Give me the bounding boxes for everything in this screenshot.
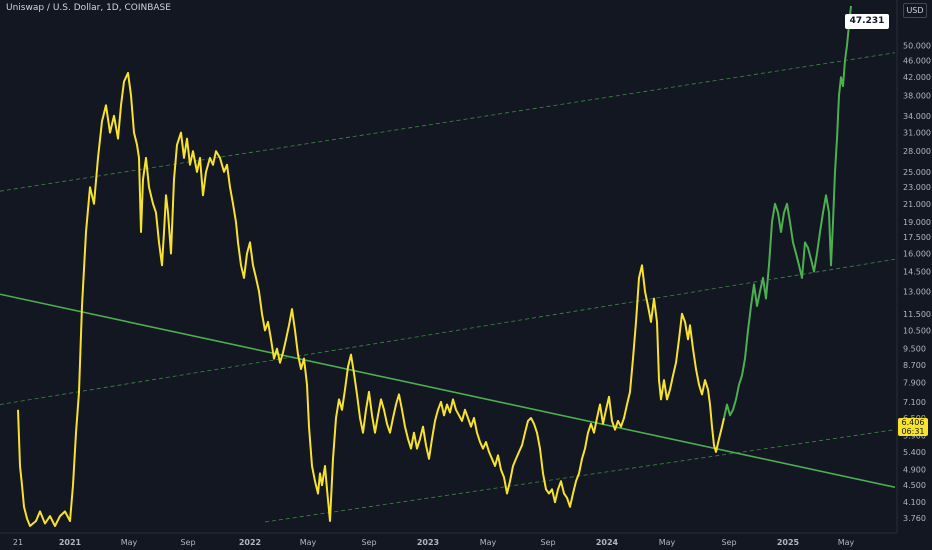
price-line-0 <box>17 71 725 527</box>
y-tick-label-13: 14.500 <box>903 268 931 277</box>
x-tick-label-7: 2023 <box>417 538 439 547</box>
y-tick-label-27: 3.760 <box>903 514 926 523</box>
x-tick-label-4: 2022 <box>239 538 261 547</box>
y-tick-label-14: 13.000 <box>903 287 931 296</box>
y-tick-label-16: 10.500 <box>903 326 931 335</box>
y-tick-label-24: 4.900 <box>903 466 926 475</box>
y-tick-label-15: 11.500 <box>903 310 931 319</box>
y-tick-label-7: 25.000 <box>903 168 931 177</box>
x-tick-label-0: 21 <box>13 538 23 547</box>
y-tick-label-25: 4.500 <box>903 481 926 490</box>
chart-title: Uniswap / U.S. Dollar, 1D, COINBASE <box>6 3 171 13</box>
y-tick-label-12: 16.000 <box>903 250 931 259</box>
x-tick-label-1: 2021 <box>59 538 82 547</box>
y-tick-label-1: 46.000 <box>903 57 931 66</box>
x-tick-label-13: 2025 <box>777 538 800 547</box>
y-tick-label-2: 42.000 <box>903 73 931 82</box>
x-tick-label-9: Sep <box>540 538 555 547</box>
x-tick-label-12: Sep <box>721 538 736 547</box>
y-tick-label-26: 4.100 <box>903 498 926 507</box>
x-tick-label-14: May <box>838 538 855 547</box>
x-tick-label-6: Sep <box>361 538 376 547</box>
y-tick-label-6: 28.000 <box>903 147 931 156</box>
x-tick-label-2: May <box>121 538 138 547</box>
x-tick-label-8: May <box>480 538 497 547</box>
y-tick-label-0: 50.000 <box>903 41 931 50</box>
y-axis: 50.000 46.000 42.000 38.000 34.000 31.000 28.0… <box>903 41 931 523</box>
price-series <box>17 5 852 527</box>
y-tick-label-19: 7.900 <box>903 378 926 387</box>
x-axis: 21 2021 May Sep 2022 May Sep 2023 May Sep 2024 May S… <box>13 538 855 547</box>
y-tick-label-20: 7.100 <box>903 398 926 407</box>
y-tick-label-8: 23.000 <box>903 183 931 192</box>
trend-line-1 <box>0 52 896 192</box>
y-tick-label-5: 31.000 <box>903 129 931 138</box>
currency-unit-button[interactable]: USD <box>903 3 927 18</box>
trend-line-3 <box>264 429 896 523</box>
y-tick-label-10: 19.000 <box>903 218 931 227</box>
x-tick-label-10: 2024 <box>596 538 619 547</box>
x-tick-label-3: Sep <box>180 538 195 547</box>
price-annotation-label: 47.231 <box>845 14 889 29</box>
y-tick-label-4: 34.000 <box>903 112 931 121</box>
current-price-label: 6.406 06:31 <box>898 418 928 436</box>
y-tick-label-11: 17.500 <box>903 233 931 242</box>
x-tick-label-5: May <box>300 538 317 547</box>
y-tick-label-22: 5.900 <box>903 432 926 441</box>
y-tick-label-23: 5.400 <box>903 448 926 457</box>
y-tick-label-18: 8.700 <box>903 361 926 370</box>
price-line-1 <box>723 5 852 419</box>
trend-line-0 <box>0 293 896 489</box>
bar-countdown: 06:31 <box>901 427 925 436</box>
trend-lines <box>0 52 896 523</box>
x-tick-label-11: May <box>659 538 676 547</box>
y-tick-label-9: 21.000 <box>903 200 931 209</box>
current-price-value: 6.406 <box>901 418 925 427</box>
y-tick-label-3: 38.000 <box>903 91 931 100</box>
y-tick-label-17: 9.500 <box>903 345 926 354</box>
